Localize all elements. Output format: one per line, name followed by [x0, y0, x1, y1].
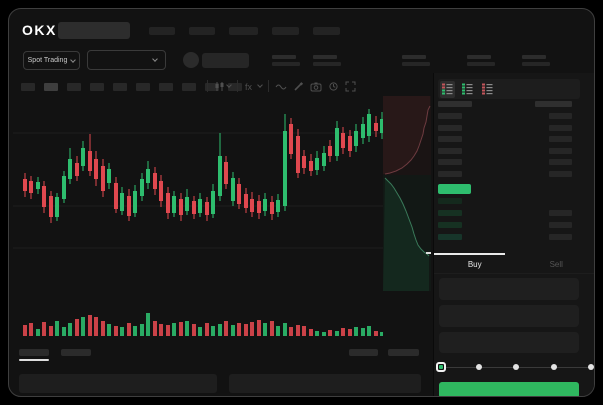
- slider-step-2[interactable]: [513, 364, 519, 370]
- timeframe-button-8[interactable]: [182, 83, 196, 91]
- chart-tools: fx: [207, 80, 356, 92]
- history-panel: [229, 374, 421, 393]
- chart-type-dropdown[interactable]: [214, 81, 232, 92]
- timeframe-button-3[interactable]: [67, 83, 81, 91]
- timeframe-button-6[interactable]: [136, 83, 150, 91]
- market-type-label: Spot Trading: [27, 57, 68, 64]
- ticker-stat: [313, 55, 341, 66]
- book-combined-icon[interactable]: [440, 80, 455, 98]
- ticker-stat: [272, 55, 300, 66]
- ticker-stat: [402, 55, 430, 66]
- order-book-panel: Buy Sell: [433, 73, 594, 396]
- timeframe-button-2[interactable]: [44, 83, 58, 91]
- bottom-tab-1[interactable]: [19, 349, 49, 356]
- fullscreen-icon[interactable]: [345, 81, 356, 92]
- tab-sell[interactable]: Sell: [549, 259, 563, 269]
- slider-handle[interactable]: [436, 362, 446, 372]
- total-field[interactable]: [439, 332, 579, 353]
- order-book-view-toggle: [438, 79, 580, 99]
- ticker-stat: [467, 55, 495, 66]
- slider-step-1[interactable]: [475, 364, 482, 370]
- book-asks-icon[interactable]: [480, 81, 495, 98]
- okx-logo: OKX: [22, 22, 57, 38]
- tab-buy[interactable]: Buy: [467, 259, 482, 269]
- line-style-icon[interactable]: [275, 81, 287, 92]
- timeframe-button-5[interactable]: [113, 83, 127, 91]
- nav-item-2[interactable]: [189, 27, 215, 35]
- nav-item-1[interactable]: [149, 27, 175, 35]
- timeframe-button-7[interactable]: [159, 83, 173, 91]
- last-price-badge: [438, 184, 471, 194]
- okx-trading-window: OKX Spot Trading fx: [8, 8, 595, 397]
- nav-item-4[interactable]: [272, 27, 299, 35]
- symbol-action-button[interactable]: [202, 53, 249, 68]
- volume-chart: [23, 313, 383, 336]
- trade-tabs: Buy Sell: [434, 255, 594, 274]
- market-type-dropdown[interactable]: Spot Trading: [23, 51, 80, 70]
- ticker-stats: [272, 55, 550, 66]
- nav-item-3[interactable]: [229, 27, 258, 35]
- buy-submit-button[interactable]: [439, 382, 579, 396]
- timeframe-buttons: [21, 83, 242, 91]
- book-bids-icon[interactable]: [460, 81, 475, 98]
- price-column-header: [438, 101, 472, 107]
- depth-chart: [383, 96, 431, 291]
- divider: [237, 80, 238, 92]
- active-tab-indicator: [434, 253, 505, 255]
- timeframe-button-9[interactable]: [205, 83, 219, 91]
- orders-panel: [19, 374, 217, 393]
- indicators-dropdown[interactable]: fx: [244, 81, 263, 92]
- draw-icon[interactable]: [293, 81, 304, 92]
- timeframe-button-10[interactable]: [228, 83, 242, 91]
- divider: [207, 80, 208, 92]
- divider: [268, 80, 269, 92]
- chevron-down-icon: [226, 82, 232, 88]
- candlestick-chart[interactable]: [13, 96, 383, 291]
- active-tab-underline: [19, 359, 49, 361]
- bottom-tab-2[interactable]: [61, 349, 91, 356]
- top-nav: [149, 27, 340, 35]
- price-field[interactable]: [439, 278, 579, 300]
- nav-item-5[interactable]: [313, 27, 340, 35]
- ticker-stat: [522, 55, 550, 66]
- chevron-down-icon: [257, 82, 263, 88]
- settings-icon[interactable]: [328, 81, 339, 92]
- amount-column-header: [535, 101, 572, 107]
- chevron-down-icon: [152, 56, 158, 62]
- amount-field[interactable]: [439, 305, 579, 327]
- bottom-control-1[interactable]: [349, 349, 378, 356]
- camera-icon[interactable]: [310, 81, 322, 92]
- svg-text:fx: fx: [245, 82, 253, 92]
- timeframe-button-4[interactable]: [90, 83, 104, 91]
- coin-icon: [183, 52, 199, 68]
- timeframe-button-1[interactable]: [21, 83, 35, 91]
- chevron-down-icon: [70, 56, 77, 63]
- bottom-control-2[interactable]: [388, 349, 419, 356]
- slider-step-3[interactable]: [550, 364, 557, 370]
- slider-step-4[interactable]: [588, 364, 594, 370]
- pair-selector-dropdown[interactable]: [87, 50, 166, 70]
- search-input[interactable]: [58, 22, 130, 39]
